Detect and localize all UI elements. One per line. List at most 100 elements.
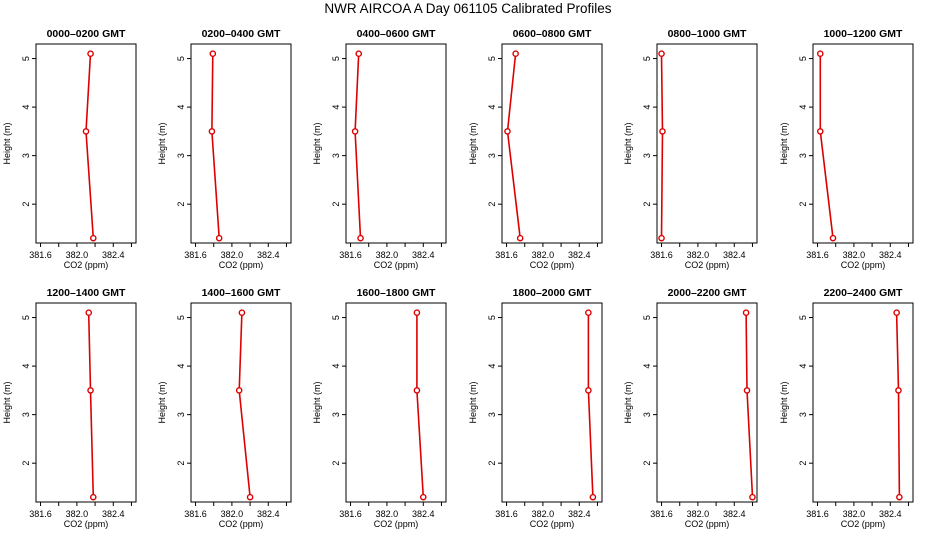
profile-line	[506, 53, 521, 239]
profile-line	[895, 312, 901, 498]
x-tick-label: 382.0	[376, 250, 399, 260]
profile-line	[87, 312, 95, 498]
panel-title: 0800–1000 GMT	[668, 28, 747, 40]
panel-title: 0000–0200 GMT	[47, 28, 126, 40]
data-point	[816, 128, 824, 135]
plot-frame	[501, 43, 603, 244]
x-tick-label: 382.4	[568, 509, 591, 519]
x-tick-label: 382.4	[412, 250, 435, 260]
x-tick-label: 382.4	[879, 509, 902, 519]
y-axis-label: Height (m)	[157, 381, 167, 423]
y-axis-label: Height (m)	[468, 381, 478, 423]
y-tick-label: 5	[331, 315, 341, 320]
plot-frame	[501, 302, 603, 503]
y-tick-label: 2	[21, 202, 31, 207]
data-point	[209, 50, 217, 58]
x-tick-label: 381.6	[495, 250, 518, 260]
y-tick-label: 2	[487, 202, 497, 207]
y-tick-label: 5	[176, 315, 186, 320]
y-tick-label: 4	[21, 105, 31, 110]
x-tick-label: 381.6	[184, 250, 207, 260]
profile-line	[819, 53, 834, 239]
data-point	[893, 309, 900, 317]
data-point	[516, 234, 524, 242]
data-point	[215, 234, 223, 242]
x-tick-label: 382.4	[723, 509, 746, 519]
panel-title: 1200–1400 GMT	[47, 287, 126, 299]
y-tick-label: 4	[331, 105, 341, 110]
x-tick-label: 382.4	[412, 509, 435, 519]
x-axis-label: CO2 (ppm)	[685, 519, 730, 529]
data-point	[658, 50, 665, 58]
y-axis-label: Height (m)	[623, 381, 633, 423]
data-point	[658, 234, 665, 242]
y-tick-label: 2	[176, 461, 186, 466]
y-axis-label: Height (m)	[468, 122, 478, 164]
y-tick-label: 3	[176, 412, 186, 417]
y-axis-label: Height (m)	[623, 122, 633, 164]
data-point	[87, 387, 94, 394]
panel-title: 2000–2200 GMT	[668, 287, 747, 299]
data-point	[743, 387, 751, 394]
y-tick-label: 4	[798, 364, 808, 369]
y-tick-label: 2	[798, 461, 808, 466]
x-tick-label: 381.6	[29, 509, 52, 519]
data-point	[357, 234, 364, 242]
y-tick-label: 4	[642, 364, 652, 369]
y-tick-label: 3	[642, 412, 652, 417]
y-tick-label: 2	[798, 202, 808, 207]
x-tick-label: 382.0	[843, 250, 866, 260]
panel-title: 0200–0400 GMT	[202, 28, 281, 40]
y-tick-label: 2	[487, 461, 497, 466]
x-tick-label: 382.0	[66, 509, 89, 519]
x-axis-label: CO2 (ppm)	[374, 260, 419, 270]
y-tick-label: 4	[487, 364, 497, 369]
data-point	[413, 387, 421, 394]
y-tick-label: 5	[487, 56, 497, 61]
profile-line	[211, 53, 220, 239]
x-tick-label: 382.0	[687, 250, 710, 260]
plot-frame	[190, 43, 292, 244]
x-tick-label: 382.4	[723, 250, 746, 260]
y-tick-label: 3	[487, 153, 497, 158]
panel-title: 0600–0800 GMT	[513, 28, 592, 40]
y-tick-label: 5	[487, 315, 497, 320]
y-tick-label: 3	[487, 412, 497, 417]
data-point	[512, 50, 519, 58]
y-tick-label: 5	[642, 315, 652, 320]
data-point	[585, 309, 592, 317]
data-point	[659, 128, 666, 135]
data-point	[89, 493, 97, 501]
data-point	[89, 234, 97, 242]
y-tick-label: 2	[642, 461, 652, 466]
x-tick-label: 382.0	[376, 509, 399, 519]
profile-line	[238, 312, 251, 498]
x-tick-label: 382.4	[257, 509, 280, 519]
y-axis-label: Height (m)	[779, 122, 789, 164]
data-point	[351, 128, 359, 135]
y-tick-label: 2	[331, 461, 341, 466]
profile-line	[354, 53, 362, 239]
x-tick-label: 382.4	[879, 250, 902, 260]
x-tick-label: 382.0	[221, 250, 244, 260]
x-tick-label: 381.6	[339, 250, 362, 260]
data-point	[585, 387, 592, 394]
y-tick-label: 3	[176, 153, 186, 158]
panel-title: 0400–0600 GMT	[357, 28, 436, 40]
data-point	[82, 128, 90, 135]
y-axis-label: Height (m)	[157, 122, 167, 164]
x-tick-label: 382.0	[66, 250, 89, 260]
x-tick-label: 381.6	[650, 250, 673, 260]
data-point	[504, 128, 511, 135]
x-axis-label: CO2 (ppm)	[219, 519, 264, 529]
y-axis-label: Height (m)	[312, 122, 322, 164]
x-tick-label: 381.6	[29, 250, 52, 260]
plot-frame	[812, 302, 914, 503]
data-point	[413, 309, 421, 317]
profile-line	[660, 53, 664, 239]
data-point	[742, 309, 750, 317]
y-tick-label: 2	[176, 202, 186, 207]
y-tick-label: 2	[21, 461, 31, 466]
y-tick-label: 5	[642, 56, 652, 61]
